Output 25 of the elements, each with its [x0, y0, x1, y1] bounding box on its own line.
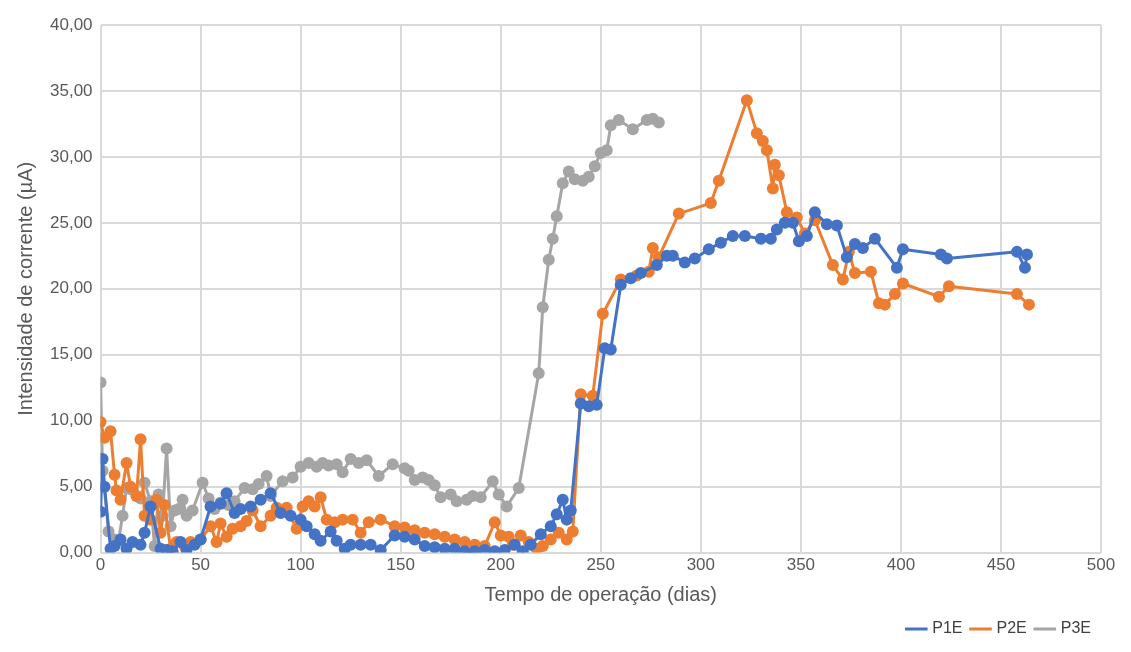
y-tick-label: 25,00	[49, 212, 93, 232]
x-axis-title: Tempo de operação (dias)	[484, 582, 717, 605]
legend-label: P2E	[996, 619, 1027, 637]
y-tick-label: 30,00	[49, 146, 93, 166]
y-tick-label: 35,00	[49, 80, 93, 100]
legend-label: P1E	[932, 619, 963, 637]
y-axis-title: Intensidade de corrente (µA)	[13, 161, 36, 416]
x-tick-label: 350	[786, 555, 816, 575]
x-tick-label: 250	[586, 555, 615, 575]
y-tick-label: 20,00	[49, 278, 93, 298]
y-tick-label: 40,00	[49, 14, 93, 34]
legend-label: P3E	[1060, 619, 1092, 637]
x-tick-label: 450	[986, 555, 1016, 575]
x-tick-label: 400	[886, 555, 916, 575]
x-tick-label: 150	[386, 555, 415, 575]
y-tick-label: 0,00	[59, 542, 93, 562]
y-tick-label: 15,00	[49, 344, 93, 364]
y-tick-label: 10,00	[49, 410, 93, 430]
x-tick-label: 200	[486, 555, 515, 575]
x-tick-label: 50	[191, 555, 211, 575]
x-tick-label: 100	[286, 555, 315, 575]
x-tick-label: 500	[1086, 555, 1116, 575]
y-tick-label: 5,00	[59, 476, 93, 496]
x-tick-label: 300	[686, 555, 715, 575]
x-tick-label: 0	[95, 555, 106, 575]
